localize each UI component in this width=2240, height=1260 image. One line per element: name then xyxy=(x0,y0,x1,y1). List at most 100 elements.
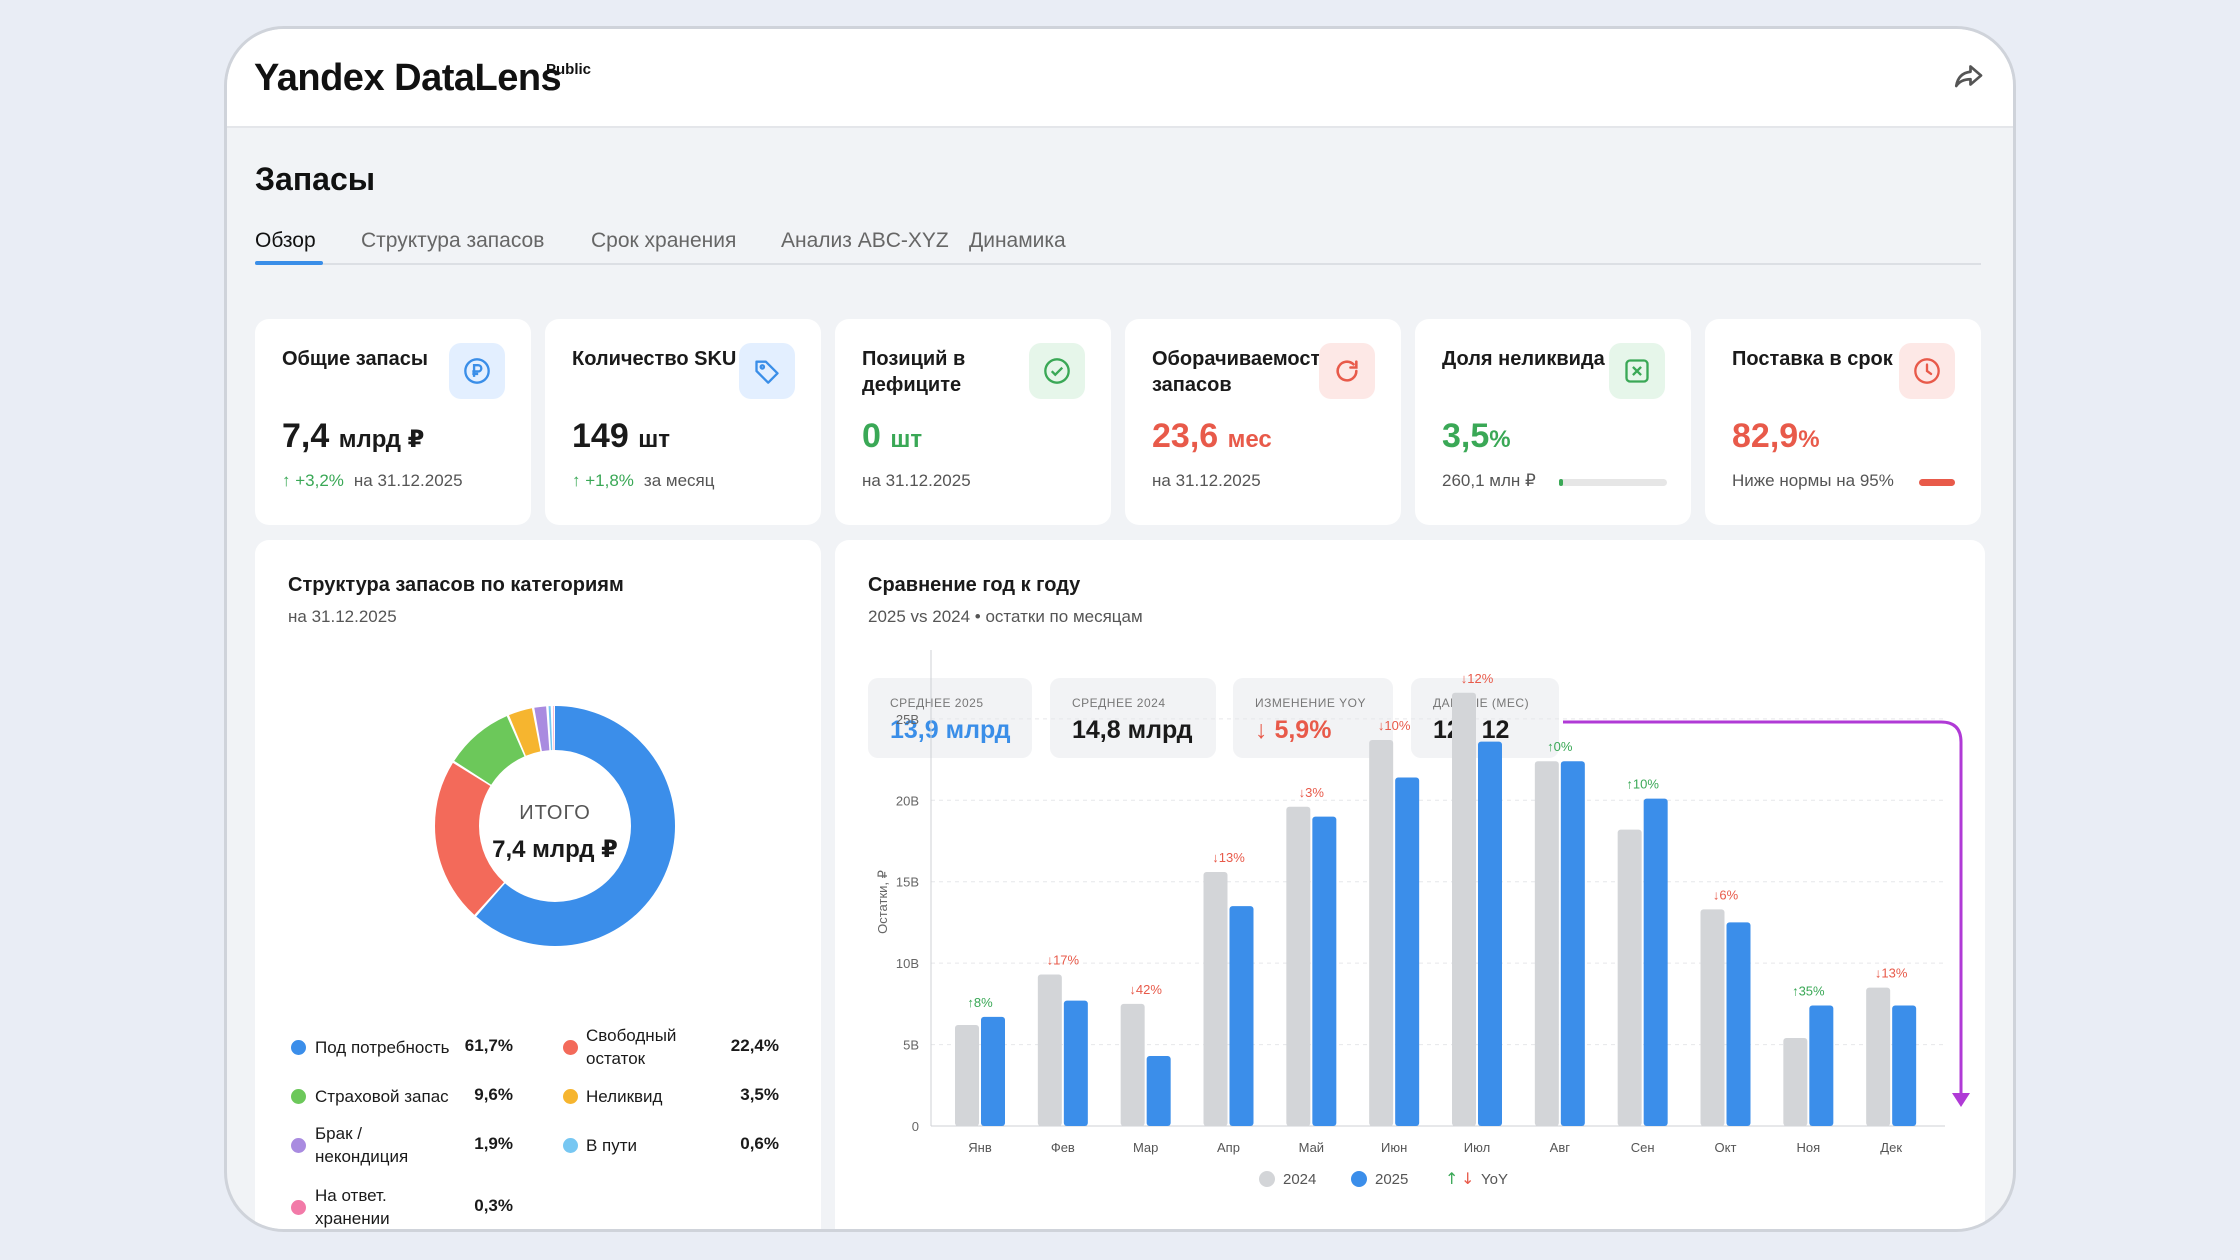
stat-avg-2024: СРЕДНЕЕ 2024 14,8 млрд xyxy=(1050,678,1216,758)
bar-2024[interactable] xyxy=(1369,740,1394,1126)
kpi-number: 82,9 xyxy=(1732,417,1799,455)
bar-2024[interactable] xyxy=(1286,806,1311,1126)
stat-avg-2025: СРЕДНЕЕ 2025 13,9 млрд xyxy=(868,678,1032,758)
x-tick-label: Ноя xyxy=(1796,1140,1820,1155)
bar-2025[interactable] xyxy=(1560,761,1585,1126)
kpi-sub-text: на 31.12.2025 xyxy=(353,471,463,490)
bar-2024[interactable] xyxy=(1452,692,1476,1126)
bar-2025[interactable] xyxy=(1892,1005,1917,1126)
active-tab-indicator xyxy=(255,261,323,265)
legend-dot xyxy=(563,1138,578,1153)
bar-2024[interactable] xyxy=(1120,1003,1145,1126)
kpi-unit: шт xyxy=(890,426,923,453)
bar-2024[interactable] xyxy=(1203,871,1228,1126)
donut-slice-0[interactable] xyxy=(435,706,675,946)
kpi-card-sku-count: Количество SKU 149 шт ↑ +1,8% за месяц xyxy=(545,319,821,525)
bar-2024[interactable] xyxy=(1783,1038,1808,1126)
kpi-title: Доля неликвида xyxy=(1442,348,1605,370)
bar-2024[interactable] xyxy=(955,1025,979,1126)
kpi-unit: млрд ₽ xyxy=(338,426,425,453)
kpi-title: Количество SKU xyxy=(572,348,737,370)
legend-label: В пути xyxy=(586,1136,638,1155)
bar-2025[interactable] xyxy=(1146,1055,1171,1126)
stat-label: СРЕДНЕЕ 2025 xyxy=(890,696,984,710)
donut-total-label: ИТОГО xyxy=(519,802,591,824)
panel-subtitle: на 31.12.2025 xyxy=(288,607,397,626)
legend-label: Свободный остаток xyxy=(586,1026,677,1068)
legend-label: Страховой запас xyxy=(315,1087,449,1106)
legend-pct: 3,5% xyxy=(740,1085,779,1104)
yoy-label: ↑10% xyxy=(1626,777,1659,792)
kpi-title: Общие запасы xyxy=(282,348,428,370)
kpi-sub-text: за месяц xyxy=(643,471,715,490)
kpi-delta: ↑ +1,8% xyxy=(572,471,634,490)
stat-value: 14,8 млрд xyxy=(1072,716,1193,744)
kpi-value: 0 шт xyxy=(862,417,922,456)
bar-2024[interactable] xyxy=(1037,974,1062,1126)
tab-overview[interactable]: Обзор xyxy=(255,229,316,252)
donut-slice-1[interactable] xyxy=(435,706,675,946)
kpi-subtitle: Ниже нормы на 95% xyxy=(1732,471,1894,491)
kpi-icon-wrap xyxy=(1609,343,1665,399)
annotation-arrowhead xyxy=(1952,1093,1970,1107)
kpi-card-deficit: Позиций в дефиците 0 шт на 31.12.2025 xyxy=(835,319,1111,525)
bar-2025[interactable] xyxy=(981,1016,1005,1126)
bar-2025[interactable] xyxy=(1643,798,1668,1126)
refresh-icon xyxy=(1336,360,1358,382)
donut-total-value: 7,4 млрд ₽ xyxy=(492,836,618,863)
progress-fill xyxy=(1559,479,1563,486)
legend-label: На ответ. хранении xyxy=(315,1186,390,1228)
bar-2024[interactable] xyxy=(1866,987,1891,1126)
y-tick-label: 10B xyxy=(896,956,919,971)
panel-subtitle: 2025 vs 2024 • остатки по месяцам xyxy=(868,607,1143,626)
app-logo[interactable]: Yandex DataLens xyxy=(254,57,562,99)
ruble-icon xyxy=(464,358,490,384)
tab-abc-xyz[interactable]: Анализ ABC-XYZ xyxy=(781,229,949,252)
bar-2025[interactable] xyxy=(1395,777,1420,1126)
kpi-card-turnover: Оборачиваемость запасов 23,6 мес на 31.1… xyxy=(1125,319,1401,525)
kpi-value: 23,6 мес xyxy=(1152,417,1272,456)
x-square-icon xyxy=(1625,359,1649,383)
kpi-title: Поставка в срок xyxy=(1732,348,1893,370)
bar-2025[interactable] xyxy=(1809,1005,1834,1126)
yoy-label: ↓13% xyxy=(1212,850,1245,865)
x-tick-label: Фев xyxy=(1051,1140,1075,1155)
donut-chart xyxy=(435,706,675,946)
tab-bar: Обзор Структура запасов Срок хранения Ан… xyxy=(255,221,1981,265)
bar-2024[interactable] xyxy=(1700,909,1725,1126)
kpi-card-on-time-delivery: Поставка в срок 82,9% Ниже нормы на 95% xyxy=(1705,319,1981,525)
stat-label: ИЗМЕНЕНИЕ YOY xyxy=(1255,696,1367,710)
y-axis-label: Остатки, ₽ xyxy=(875,870,890,934)
browser-frame: Yandex DataLens Public Запасы Обзор Стру… xyxy=(224,26,2016,1232)
bar-2025[interactable] xyxy=(1063,1000,1088,1126)
bar-2024[interactable] xyxy=(1617,829,1642,1126)
legend-down-arrow: ↓ xyxy=(1461,1169,1474,1188)
x-tick-label: Авг xyxy=(1550,1140,1571,1155)
kpi-value: 7,4 млрд ₽ xyxy=(282,417,424,456)
tab-shelf-life[interactable]: Срок хранения xyxy=(591,229,737,252)
legend-dot xyxy=(291,1040,306,1055)
public-badge: Public xyxy=(546,61,592,78)
bar-2025[interactable] xyxy=(1478,741,1502,1126)
bar-2025[interactable] xyxy=(1312,816,1337,1126)
clock-icon xyxy=(1914,358,1940,384)
legend-pct: 22,4% xyxy=(730,1036,779,1055)
bar-2025[interactable] xyxy=(1726,922,1751,1126)
delivery-progress-bar xyxy=(1919,479,1955,486)
legend-up-arrow: ↑ xyxy=(1445,1169,1458,1188)
share-icon[interactable] xyxy=(1951,59,1987,95)
legend-dot-2024 xyxy=(1259,1171,1275,1187)
bar-2025[interactable] xyxy=(1229,906,1254,1126)
legend-label-2024: 2024 xyxy=(1283,1171,1316,1188)
kpi-card-illiquid-share: Доля неликвида 3,5% 260,1 млн ₽ xyxy=(1415,319,1691,525)
tab-dynamics[interactable]: Динамика xyxy=(969,229,1066,252)
y-tick-label: 15B xyxy=(896,875,919,890)
legend-pct: 1,9% xyxy=(474,1134,513,1153)
legend-pct: 61,7% xyxy=(464,1036,513,1055)
bar-2024[interactable] xyxy=(1534,761,1559,1126)
tab-structure[interactable]: Структура запасов xyxy=(361,229,545,252)
kpi-sub-text: 260,1 млн ₽ xyxy=(1442,471,1536,490)
stat-value: 13,9 млрд xyxy=(890,716,1011,744)
kpi-icon-wrap xyxy=(1899,343,1955,399)
yoy-label: ↓17% xyxy=(1047,953,1080,968)
